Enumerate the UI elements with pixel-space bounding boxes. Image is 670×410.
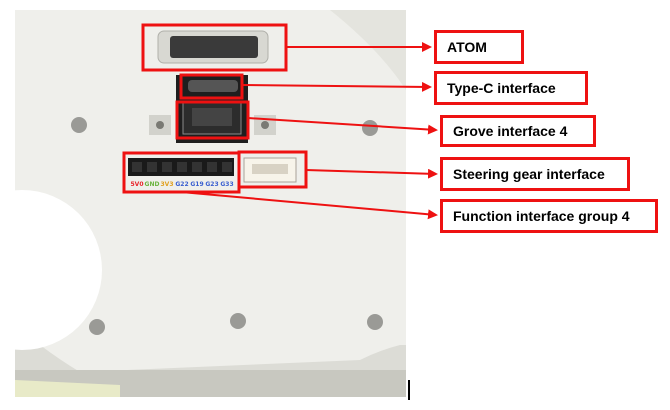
pin-label-5v0: 5V0	[131, 181, 144, 188]
atom-callout-label: ATOM	[434, 30, 524, 64]
screw-hole	[367, 314, 383, 330]
function-leader-line	[180, 191, 438, 220]
steering-highlight-box	[237, 150, 308, 189]
grove-callout-label: Grove interface 4	[440, 115, 596, 147]
pin-label-g22: G22	[175, 181, 188, 188]
screw-hole	[71, 117, 87, 133]
text-cursor	[408, 380, 410, 400]
steering-leader-line	[305, 168, 438, 179]
mount-tab-hole	[261, 121, 269, 129]
top-right-curve	[330, 10, 406, 90]
atom-screen	[170, 36, 258, 58]
left-cutout	[0, 190, 102, 350]
pin-label-gnd: GND	[145, 181, 160, 188]
pin-label-g33: G33	[220, 181, 233, 188]
type-c-callout-label: Type-C interface	[434, 71, 588, 105]
bottom-yellow	[15, 380, 120, 397]
pin-header-sockets	[132, 162, 232, 172]
type-c-port	[188, 80, 238, 92]
steering-callout-label: Steering gear interface	[440, 157, 630, 191]
pin-label-3v3: 3V3	[161, 181, 174, 188]
type-c-highlight-box	[179, 73, 244, 100]
steering-gear-connector-slot	[252, 164, 288, 174]
pin-label-g19: G19	[190, 181, 203, 188]
pin-header-labels: 5V0 GND 3V3 G22 G19 G23 G33	[131, 181, 234, 188]
grove-leader-line	[247, 117, 438, 135]
pin-label-g23: G23	[205, 181, 218, 188]
screw-hole	[89, 319, 105, 335]
grove-port-inner	[192, 108, 232, 126]
grove-highlight-box	[175, 100, 250, 140]
mount-tab-hole	[156, 121, 164, 129]
screw-hole	[362, 120, 378, 136]
screw-hole	[230, 313, 246, 329]
function-callout-label: Function interface group 4	[440, 199, 658, 233]
type-c-leader-line	[241, 81, 432, 92]
